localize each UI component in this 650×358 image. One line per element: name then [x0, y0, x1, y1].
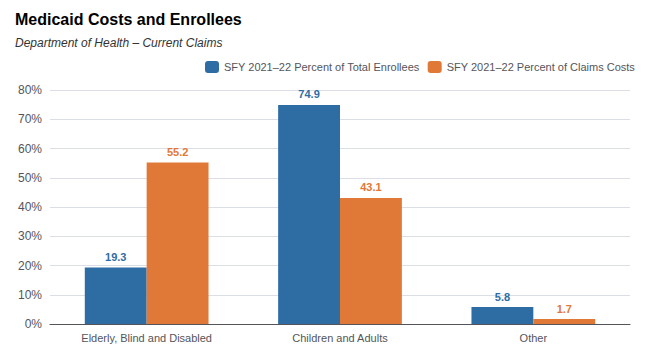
svg-text:1.7: 1.7 [557, 303, 572, 315]
svg-text:SFY 2021–22 Percent of Claims: SFY 2021–22 Percent of Claims Costs [447, 61, 636, 73]
svg-text:40%: 40% [18, 200, 42, 214]
svg-text:0%: 0% [25, 317, 43, 331]
svg-text:Children and Adults: Children and Adults [292, 332, 388, 344]
svg-text:Elderly, Blind and Disabled: Elderly, Blind and Disabled [81, 332, 212, 344]
svg-text:5.8: 5.8 [495, 291, 510, 303]
svg-text:30%: 30% [18, 229, 42, 243]
svg-text:SFY 2021–22 Percent of Total E: SFY 2021–22 Percent of Total Enrollees [224, 61, 420, 73]
svg-text:43.1: 43.1 [360, 181, 381, 193]
svg-text:80%: 80% [18, 83, 42, 97]
svg-text:20%: 20% [18, 259, 42, 273]
svg-text:55.2: 55.2 [167, 146, 188, 158]
svg-text:50%: 50% [18, 171, 42, 185]
svg-text:Other: Other [520, 332, 548, 344]
svg-text:74.9: 74.9 [298, 88, 319, 100]
svg-text:19.3: 19.3 [105, 251, 126, 263]
svg-text:10%: 10% [18, 288, 42, 302]
svg-text:70%: 70% [18, 112, 42, 126]
svg-text:60%: 60% [18, 142, 42, 156]
svg-text:Medicaid Costs and Enrollees: Medicaid Costs and Enrollees [15, 11, 242, 28]
svg-text:Department of Health – Current: Department of Health – Current Claims [15, 36, 222, 50]
